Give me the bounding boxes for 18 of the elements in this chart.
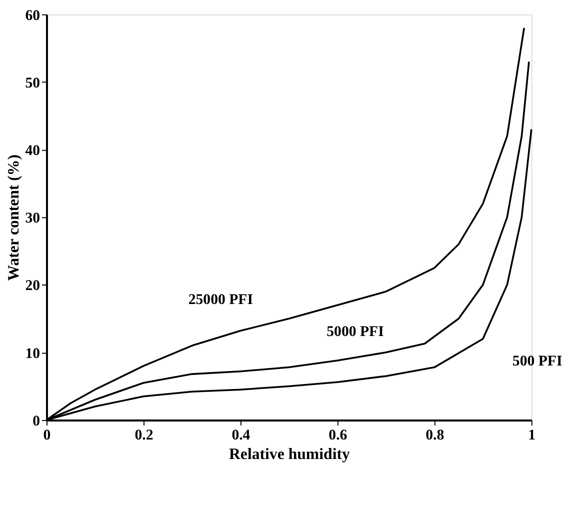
- y-tick-label: 40: [25, 143, 40, 160]
- x-tick-label: 0.2: [134, 427, 154, 444]
- y-tick-label: 20: [25, 278, 40, 294]
- x-tick-label: 0.4: [232, 427, 251, 444]
- y-tick-label: 10: [25, 346, 40, 362]
- series-label: 5000 PFI: [326, 324, 384, 340]
- y-tick-label: 60: [25, 8, 40, 24]
- x-tick-label: 0.8: [426, 427, 444, 444]
- y-tick-label: 30: [25, 210, 40, 227]
- y-axis-title: Water content (%): [5, 154, 22, 281]
- text: 500 PFI: [512, 354, 562, 370]
- x-axis-title: Relative humidity: [228, 446, 350, 464]
- x-tick-label: 0.6: [328, 427, 348, 444]
- y-tick-label: 50: [25, 75, 40, 92]
- series-label: 25000 PFI: [188, 292, 254, 308]
- y-tick-label: 0: [32, 413, 40, 430]
- x-tick-label: 1: [528, 427, 536, 444]
- x-tick-label: 0: [43, 427, 51, 444]
